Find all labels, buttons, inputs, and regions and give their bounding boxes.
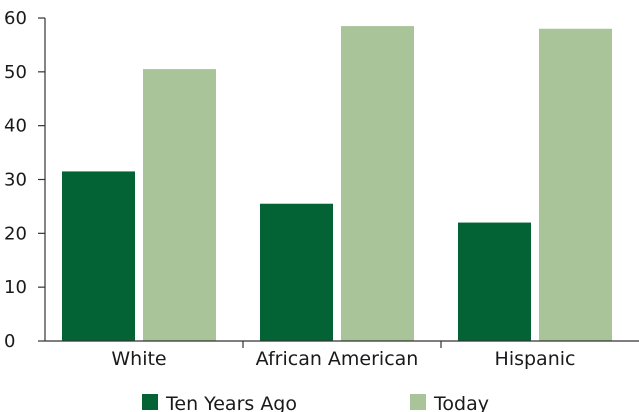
legend-swatch-today [410, 394, 426, 410]
x-category-label: Hispanic [495, 348, 576, 370]
legend-label-today: Today [433, 393, 489, 412]
y-tick-label: 60 [4, 8, 27, 29]
legend: Ten Years Ago Today [142, 393, 489, 412]
y-tick-label: 30 [4, 170, 27, 191]
bar-ten-years-ago-0 [62, 171, 135, 341]
y-tick-label: 10 [4, 277, 27, 298]
x-axis-labels: White African American Hispanic [111, 348, 575, 370]
y-tick-label: 50 [4, 62, 27, 83]
legend-label-ten-years-ago: Ten Years Ago [165, 393, 297, 412]
bar-today-2 [539, 28, 612, 342]
bar-ten-years-ago-1 [260, 203, 333, 341]
axes [44, 18, 639, 342]
x-category-label: White [111, 348, 166, 370]
bar-ten-years-ago-2 [458, 222, 531, 341]
legend-swatch-ten-years-ago [142, 394, 158, 410]
x-axis-dividers [242, 341, 442, 348]
bar-today-1 [341, 26, 414, 341]
y-tick-label: 40 [4, 116, 27, 137]
x-category-label: African American [256, 348, 419, 370]
bars [62, 26, 612, 342]
y-tick-label: 20 [4, 223, 27, 244]
bar-today-0 [143, 69, 216, 342]
y-tick-label: 0 [4, 331, 15, 352]
y-axis-ticks: 0 10 20 30 40 50 60 [4, 8, 45, 352]
